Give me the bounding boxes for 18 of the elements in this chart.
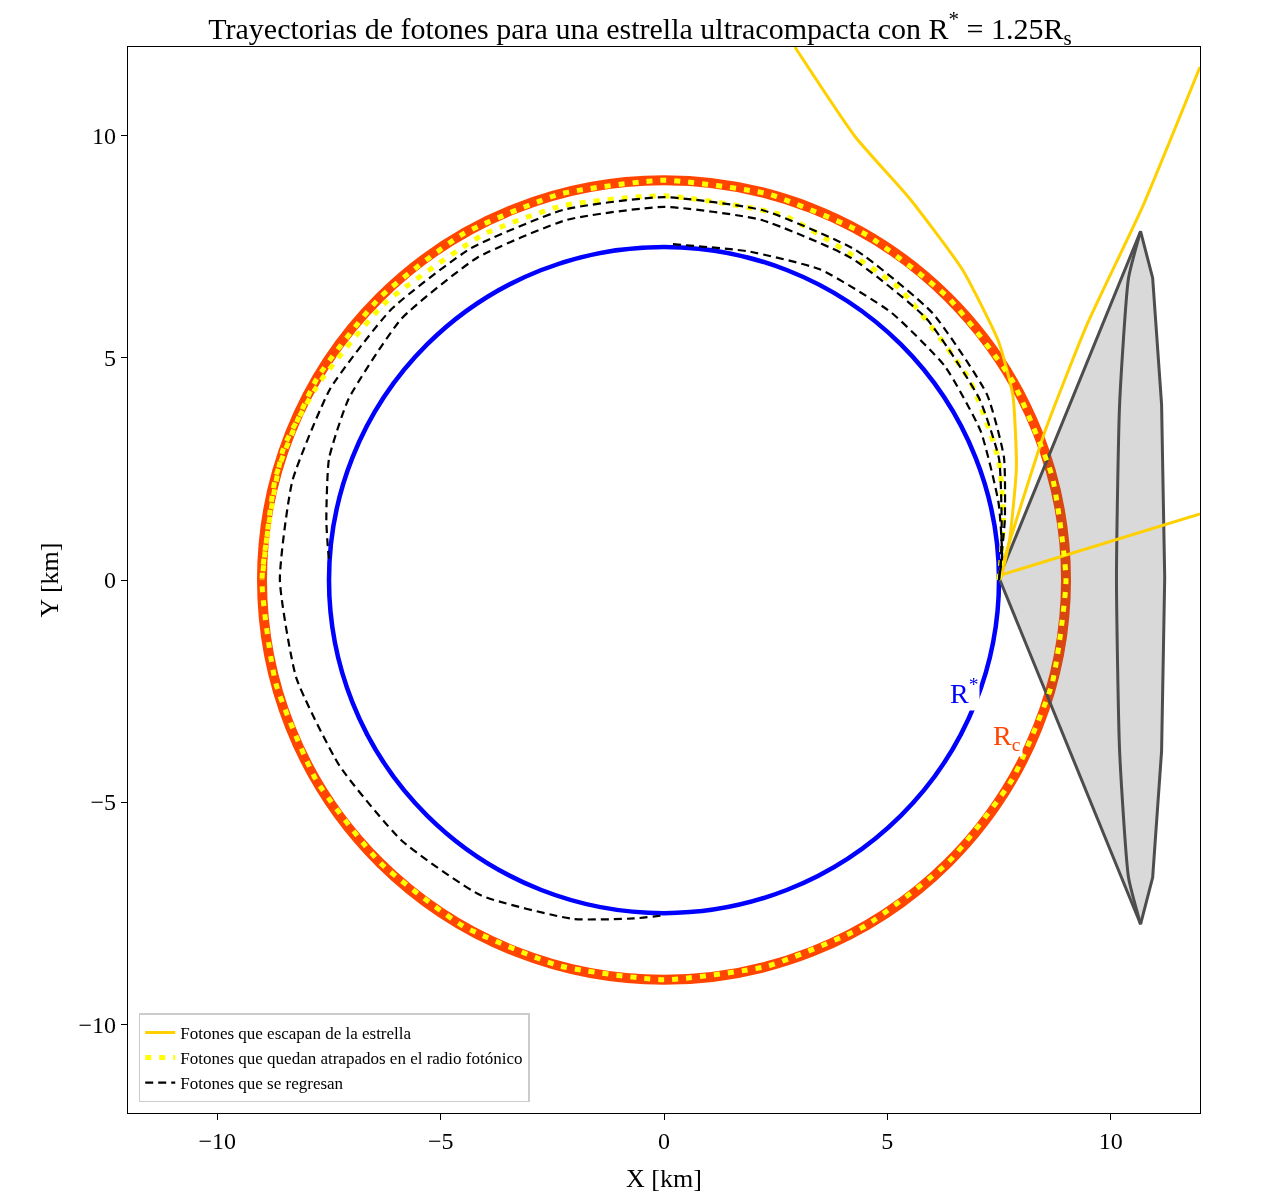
legend-label: Fotones que escapan de la estrella	[180, 1024, 412, 1044]
annotation: R$_{c}$	[993, 720, 1021, 755]
y-tick-label: −10	[78, 1011, 117, 1038]
x-tick-label: 10	[1098, 1127, 1123, 1154]
x-axis-title: X [km]	[626, 1163, 702, 1193]
y-tick-label: −5	[90, 789, 117, 816]
annotation: R$^{*}$	[950, 674, 979, 709]
y-axis-title: Y [km]	[34, 542, 64, 618]
x-tick-label: −5	[427, 1127, 454, 1154]
x-tick-label: −10	[198, 1127, 237, 1154]
x-tick-label: 5	[881, 1127, 894, 1154]
legend-label: Fotones que se regresan	[180, 1074, 344, 1094]
y-tick-label: 0	[104, 567, 117, 594]
y-tick-label: 10	[92, 123, 117, 150]
x-tick-label: 0	[658, 1127, 670, 1154]
chart-title: Trayectorias de fotones para una estrella ultracompacta con R$^{*}$ = 1.25R$_{s}$	[208, 7, 1072, 51]
legend-label: Fotones que quedan atrapados en el radio fotónico	[180, 1049, 523, 1069]
y-tick-label: 5	[104, 345, 117, 372]
